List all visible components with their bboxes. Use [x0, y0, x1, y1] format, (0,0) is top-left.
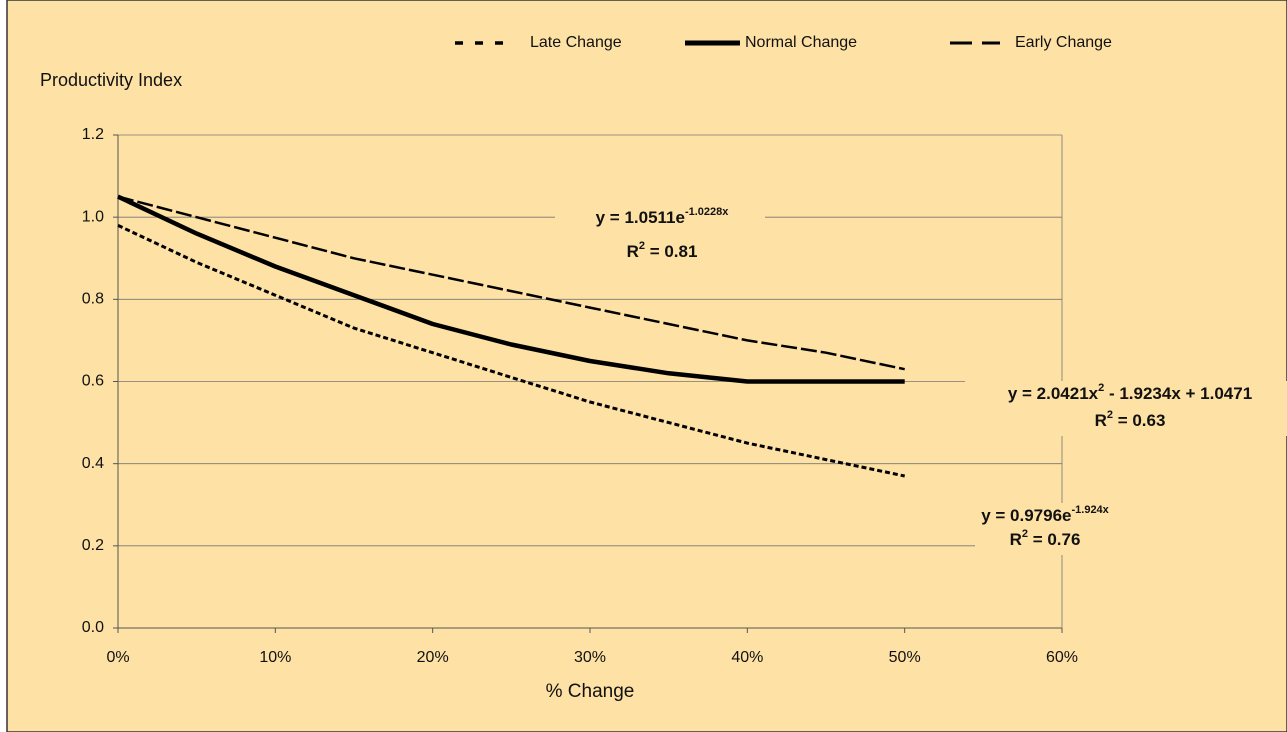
y-tick-label: 1.0 — [82, 208, 104, 225]
x-tick-label: 60% — [1046, 649, 1078, 666]
y-tick-label: 0.8 — [82, 291, 104, 308]
trendline-text: y = 2.0421x — [1008, 384, 1099, 403]
trendline-text: 2 — [1098, 382, 1104, 394]
annotation-background — [555, 205, 765, 267]
chart-background — [6, 0, 1287, 732]
x-tick-label: 40% — [731, 649, 763, 666]
trendline-text: = 0.76 — [1028, 530, 1080, 549]
y-tick-label: 1.2 — [82, 126, 104, 143]
trendline-label: R2 = 0.81 — [627, 240, 698, 262]
trendline-text: -1.924x — [1071, 504, 1109, 516]
y-axis-title: Productivity Index — [40, 70, 182, 90]
y-tick-label: 0.6 — [82, 373, 104, 390]
trendline-text: - 1.9234x + 1.0471 — [1104, 384, 1252, 403]
trendline-label: y = 1.0511e-1.0228x — [596, 206, 730, 228]
trendline-text: y = 0.9796e — [981, 506, 1071, 525]
trendline-text: R — [1010, 530, 1022, 549]
x-tick-label: 50% — [889, 649, 921, 666]
trendline-text: -1.0228x — [685, 206, 729, 218]
legend-label: Early Change — [1015, 34, 1112, 51]
trendline-text: R — [1095, 411, 1107, 430]
trendline-label: R2 = 0.76 — [1010, 528, 1081, 550]
legend-label: Normal Change — [745, 34, 857, 51]
annotation-background — [965, 381, 1287, 436]
annotation-background — [975, 503, 1115, 555]
trendline-text: = 0.81 — [645, 242, 697, 261]
x-tick-label: 0% — [106, 649, 129, 666]
x-tick-label: 20% — [417, 649, 449, 666]
trendline-text: y = 1.0511e — [596, 208, 685, 227]
legend-label: Late Change — [530, 34, 622, 51]
trendline-text: 2 — [1107, 409, 1113, 421]
series-line — [117, 194, 905, 384]
trendline-text: = 0.63 — [1113, 411, 1165, 430]
x-tick-label: 10% — [259, 649, 291, 666]
trendline-text: 2 — [639, 240, 645, 252]
series-line — [117, 195, 905, 371]
x-tick-label: 30% — [574, 649, 606, 666]
x-axis-title: % Change — [546, 681, 635, 702]
trendline-label: y = 2.0421x2 - 1.9234x + 1.0471 — [1008, 382, 1252, 404]
trendline-label: y = 0.9796e-1.924x — [981, 504, 1109, 526]
y-tick-label: 0.2 — [82, 537, 104, 554]
trendline-label: R2 = 0.63 — [1095, 409, 1166, 431]
y-tick-label: 0.0 — [82, 619, 104, 636]
trendline-text: 2 — [1022, 528, 1028, 540]
trendline-text: R — [627, 242, 639, 261]
y-tick-label: 0.4 — [82, 455, 104, 472]
